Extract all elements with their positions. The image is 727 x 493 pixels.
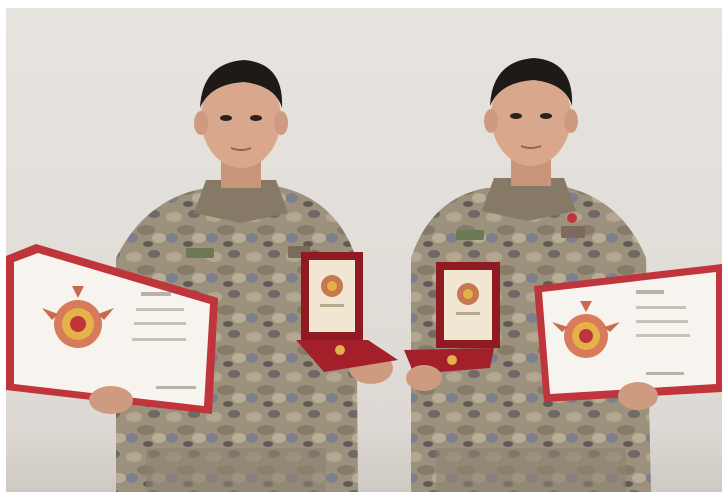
right-soldier-hand	[406, 365, 442, 391]
left-soldier-face	[201, 68, 281, 168]
right-certificate	[534, 264, 722, 402]
right-soldier-face	[491, 66, 571, 166]
right-soldier-hand	[618, 382, 658, 410]
left-medal-box	[296, 252, 398, 372]
photo-illustration	[6, 58, 722, 492]
photo	[6, 8, 722, 492]
left-soldier-hand	[89, 386, 133, 414]
left-soldier	[116, 60, 358, 492]
left-certificate	[6, 244, 218, 414]
